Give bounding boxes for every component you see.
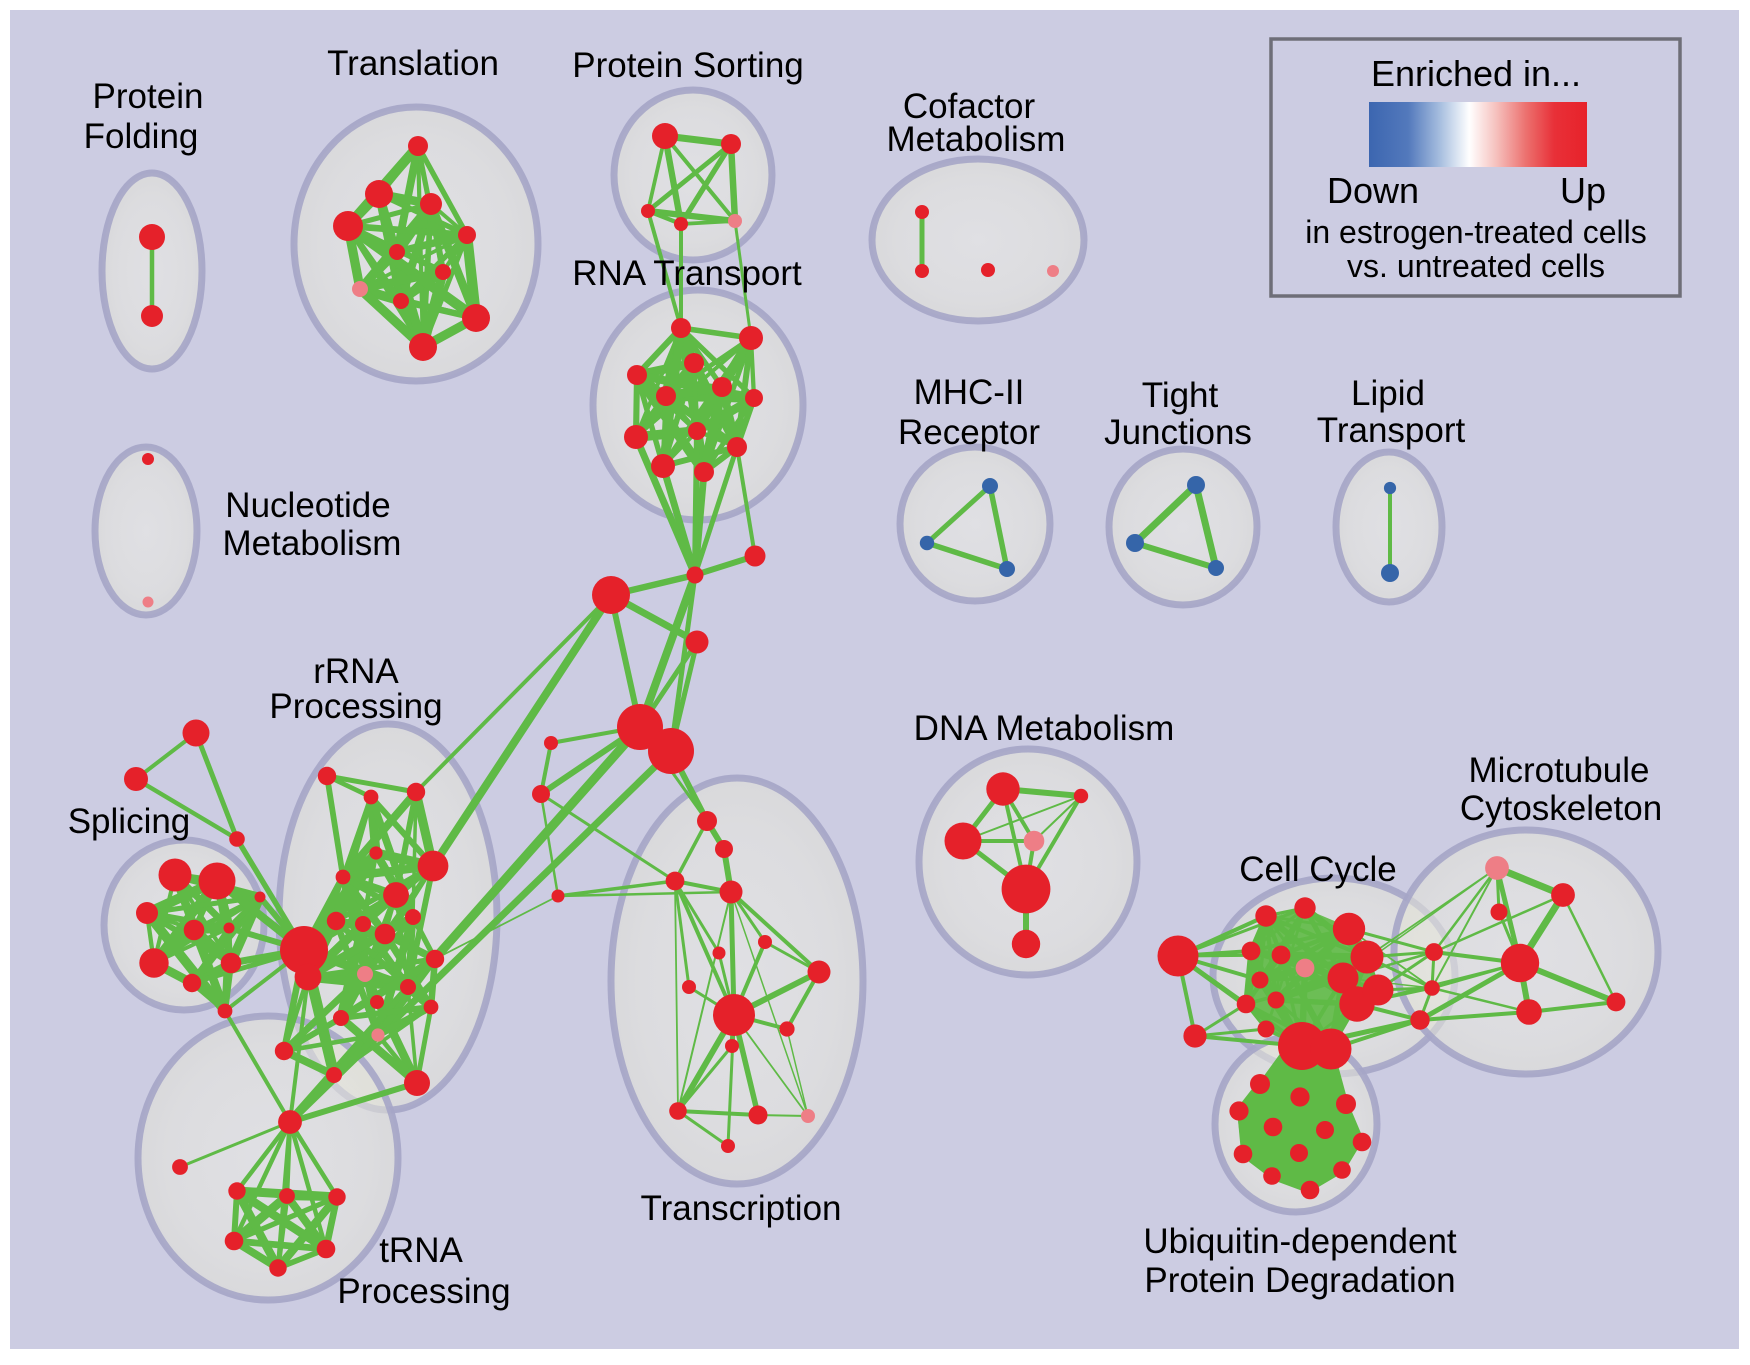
svg-text:Microtubule: Microtubule — [1469, 751, 1650, 790]
svg-text:Folding: Folding — [84, 117, 199, 156]
svg-text:Protein: Protein — [93, 77, 204, 116]
svg-text:Protein Degradation: Protein Degradation — [1144, 1261, 1455, 1300]
svg-text:Cell Cycle: Cell Cycle — [1239, 850, 1397, 889]
svg-text:Enriched in...: Enriched in... — [1371, 53, 1581, 94]
svg-text:Cofactor: Cofactor — [903, 87, 1036, 126]
svg-text:Tight: Tight — [1142, 376, 1219, 415]
svg-text:Junctions: Junctions — [1104, 413, 1252, 452]
svg-text:Processing: Processing — [269, 687, 442, 726]
svg-text:Cytoskeleton: Cytoskeleton — [1460, 789, 1662, 828]
svg-text:vs. untreated cells: vs. untreated cells — [1347, 248, 1605, 284]
svg-text:rRNA: rRNA — [313, 652, 399, 691]
svg-text:Lipid: Lipid — [1351, 374, 1425, 413]
svg-text:RNA Transport: RNA Transport — [572, 254, 802, 293]
svg-text:Processing: Processing — [337, 1272, 510, 1311]
svg-text:Protein Sorting: Protein Sorting — [572, 46, 804, 85]
svg-text:Transport: Transport — [1317, 411, 1466, 450]
svg-text:DNA Metabolism: DNA Metabolism — [914, 709, 1175, 748]
svg-text:tRNA: tRNA — [379, 1231, 463, 1270]
svg-text:Up: Up — [1560, 170, 1606, 211]
svg-text:Nucleotide: Nucleotide — [225, 486, 390, 525]
svg-text:Metabolism: Metabolism — [887, 120, 1066, 159]
svg-text:MHC-II: MHC-II — [914, 373, 1025, 412]
svg-text:Receptor: Receptor — [898, 413, 1040, 452]
svg-text:Down: Down — [1327, 170, 1419, 211]
svg-text:Translation: Translation — [327, 44, 499, 83]
svg-text:in estrogen-treated cells: in estrogen-treated cells — [1305, 214, 1647, 250]
svg-text:Ubiquitin-dependent: Ubiquitin-dependent — [1143, 1222, 1457, 1261]
svg-text:Metabolism: Metabolism — [223, 524, 402, 563]
svg-text:Splicing: Splicing — [68, 802, 191, 841]
svg-text:Transcription: Transcription — [641, 1189, 842, 1228]
